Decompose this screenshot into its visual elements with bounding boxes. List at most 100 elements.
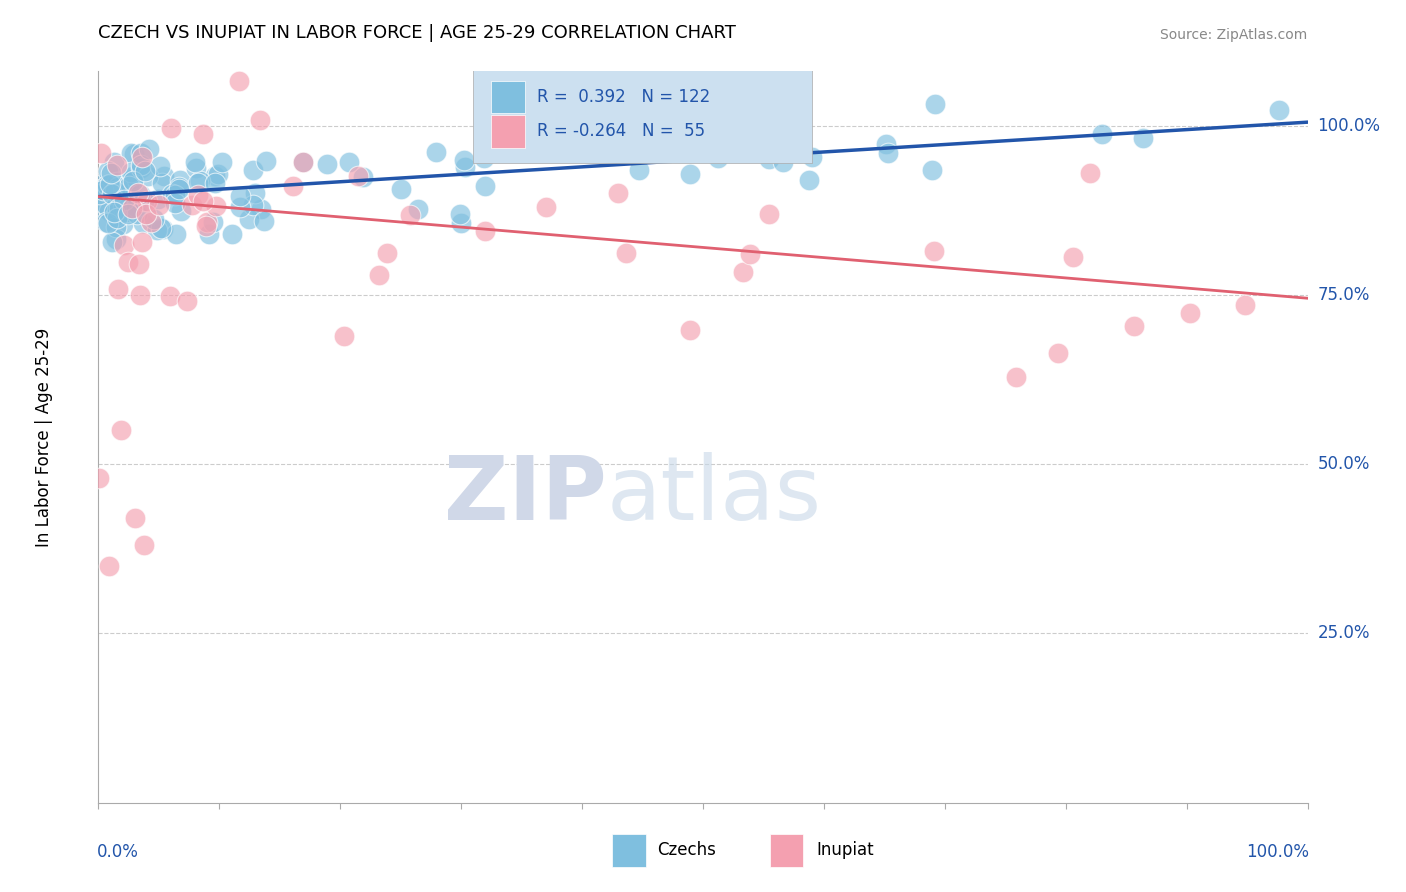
Point [97, 204, 120, 219]
Point [117, 255, 139, 269]
Point [112, 218, 135, 232]
Point [399, 207, 422, 221]
Point [105, 195, 128, 210]
Point [115, 202, 138, 216]
Point [135, 194, 157, 209]
Point [738, 247, 761, 261]
Point [472, 151, 495, 165]
Point [148, 198, 170, 212]
Point [120, 146, 142, 161]
Point [91, 183, 114, 197]
Point [125, 200, 148, 214]
Point [132, 194, 155, 208]
Point [238, 211, 260, 226]
Point [110, 423, 132, 437]
Point [181, 198, 204, 212]
Point [107, 203, 129, 218]
Point [129, 158, 152, 172]
Point [127, 207, 149, 221]
Point [127, 186, 149, 200]
Point [291, 155, 314, 169]
Point [104, 220, 127, 235]
Point [1062, 250, 1084, 264]
Point [176, 294, 198, 309]
Point [229, 189, 252, 203]
Point [190, 174, 212, 188]
Point [449, 207, 471, 221]
Point [877, 146, 900, 161]
Point [142, 211, 165, 226]
Text: atlas: atlas [606, 452, 821, 539]
Point [150, 176, 173, 190]
Point [89, 186, 111, 201]
Point [107, 282, 129, 296]
Point [242, 162, 264, 177]
Point [254, 153, 277, 168]
Point [117, 207, 139, 221]
Point [97, 164, 120, 178]
Point [194, 219, 217, 233]
Point [97, 558, 120, 573]
Point [128, 257, 150, 271]
Point [121, 172, 143, 186]
Point [90, 182, 112, 196]
Point [337, 155, 360, 169]
Point [114, 196, 136, 211]
Point [607, 186, 630, 200]
Point [115, 204, 138, 219]
Point [150, 221, 173, 235]
Point [97, 216, 120, 230]
Point [152, 222, 174, 236]
Point [202, 215, 225, 229]
Point [103, 205, 125, 219]
Point [122, 174, 145, 188]
Text: 75.0%: 75.0% [1317, 285, 1369, 304]
Text: Czechs: Czechs [657, 841, 716, 859]
Point [90, 200, 112, 214]
Point [249, 112, 271, 127]
Point [389, 181, 412, 195]
Point [450, 216, 472, 230]
Point [104, 184, 127, 198]
Point [122, 169, 145, 183]
Point [1091, 128, 1114, 142]
Point [758, 207, 780, 221]
Point [104, 209, 127, 223]
Text: 0.0%: 0.0% [97, 843, 139, 861]
Point [924, 96, 946, 111]
Point [87, 471, 110, 485]
Point [291, 154, 314, 169]
Point [187, 188, 209, 202]
Point [129, 287, 152, 301]
Point [159, 289, 181, 303]
Point [707, 151, 730, 165]
Text: Inupiat: Inupiat [817, 841, 875, 859]
Point [153, 169, 176, 183]
Point [679, 167, 702, 181]
Point [408, 202, 430, 216]
Point [165, 196, 187, 211]
Point [1046, 345, 1069, 359]
Text: R =  0.392   N = 122: R = 0.392 N = 122 [537, 88, 710, 106]
Point [204, 176, 226, 190]
FancyBboxPatch shape [492, 115, 526, 148]
FancyBboxPatch shape [492, 80, 526, 113]
Point [129, 161, 152, 175]
Point [474, 224, 496, 238]
FancyBboxPatch shape [613, 834, 647, 867]
Point [492, 116, 515, 130]
Point [249, 202, 271, 216]
Point [96, 178, 118, 192]
Point [193, 127, 215, 141]
Point [797, 173, 820, 187]
Point [134, 164, 156, 178]
Point [121, 202, 143, 216]
Point [148, 193, 170, 207]
Point [131, 146, 153, 161]
Point [228, 74, 250, 88]
Point [367, 268, 389, 282]
Point [131, 235, 153, 250]
Point [105, 175, 128, 189]
Point [316, 157, 339, 171]
Point [101, 186, 124, 201]
